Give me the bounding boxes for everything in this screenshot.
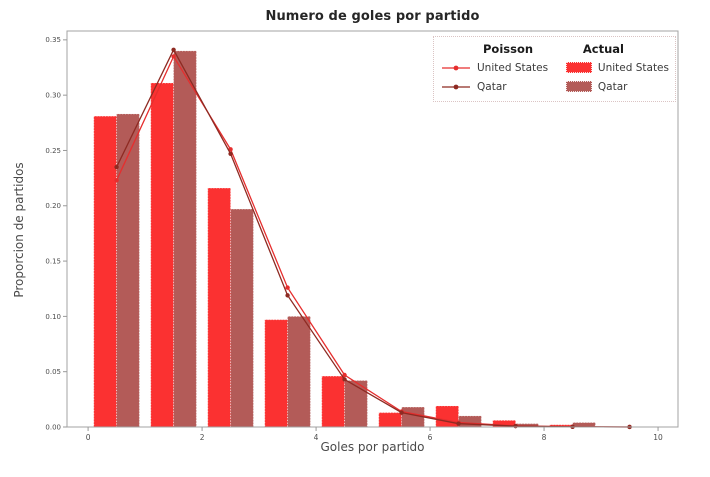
poisson-marker-united-states (285, 285, 290, 290)
legend-item-poisson-united-states: United States (441, 58, 566, 77)
y-tick-label: 0.25 (45, 147, 61, 155)
x-tick-label: 6 (428, 433, 433, 442)
poisson-marker-qatar (399, 410, 404, 415)
bar-united-states-5-goals (378, 412, 403, 428)
bar-united-states-0-goals (93, 115, 118, 428)
legend: Poisson United States Qatar Actual U (433, 36, 676, 102)
bar-qatar-6-goals (458, 415, 482, 428)
legend-item-poisson-qatar: Qatar (441, 77, 566, 96)
poisson-marker-qatar (171, 47, 176, 53)
poisson-marker-qatar (285, 293, 290, 298)
poisson-marker-qatar (114, 164, 119, 170)
legend-item-actual-qatar: Qatar (565, 77, 669, 96)
bar-qatar-3-goals (287, 315, 311, 428)
poisson-line-qatar (116, 48, 630, 428)
poisson-marker-qatar (228, 151, 233, 156)
legend-label-poisson-qatar: Qatar (477, 80, 507, 93)
bar-qatar-1-goals (173, 50, 197, 428)
bar-qatar-5-goals (401, 406, 425, 428)
chart-title: Numero de goles por partido (265, 9, 480, 24)
bar-qatar-8-goals (572, 422, 596, 428)
y-axis-label: Proporcion de partidos (12, 162, 26, 298)
x-axis-label: Goles por partido (320, 440, 425, 454)
bar-united-states-1-goals (150, 82, 175, 428)
poisson-marker-united-states (342, 372, 347, 378)
poisson-marker-qatar (456, 421, 461, 426)
x-tick-label: 2 (200, 433, 205, 442)
legend-label-poisson-us: United States (477, 61, 549, 74)
legend-label-actual-qatar: Qatar (597, 80, 628, 93)
y-tick-label: 0.05 (45, 368, 61, 376)
bar-qatar-2-goals (230, 208, 254, 428)
x-tick-label: 0 (86, 433, 91, 442)
poisson-line-sample-qatar-icon (442, 84, 470, 89)
x-tick-label: 8 (542, 433, 547, 442)
legend-poisson-column: Poisson United States Qatar (441, 40, 566, 98)
actual-patch-sample-us-icon (565, 62, 592, 73)
legend-item-actual-united-states: United States (565, 58, 669, 77)
bar-united-states-3-goals (264, 319, 289, 428)
y-tick-label: 0.35 (45, 36, 61, 44)
poisson-marker-united-states (171, 54, 176, 59)
y-tick-label: 0.00 (45, 423, 61, 431)
bar-united-states-2-goals (207, 187, 232, 428)
y-tick-label: 0.20 (45, 202, 61, 210)
poisson-line-sample-us-icon (442, 65, 470, 70)
actual-patch-sample-qatar-icon (565, 81, 592, 92)
plot-frame (66, 30, 679, 428)
bar-united-states-6-goals (435, 405, 460, 428)
y-tick-label: 0.15 (45, 257, 61, 265)
legend-label-actual-us: United States (597, 61, 669, 74)
legend-actual-header: Actual (582, 42, 624, 56)
poisson-marker-qatar (513, 423, 518, 429)
bar-qatar-4-goals (344, 380, 368, 428)
x-tick-label: 10 (653, 433, 663, 442)
y-tick-label: 0.30 (45, 92, 61, 100)
poisson-marker-united-states (114, 178, 119, 183)
y-tick-label: 0.10 (45, 313, 61, 321)
bar-united-states-4-goals (321, 375, 346, 428)
x-tick-label: 4 (314, 433, 319, 442)
poisson-marker-qatar (342, 377, 347, 382)
legend-actual-column: Actual United States Qatar (565, 40, 669, 98)
legend-poisson-header: Poisson (483, 42, 534, 56)
